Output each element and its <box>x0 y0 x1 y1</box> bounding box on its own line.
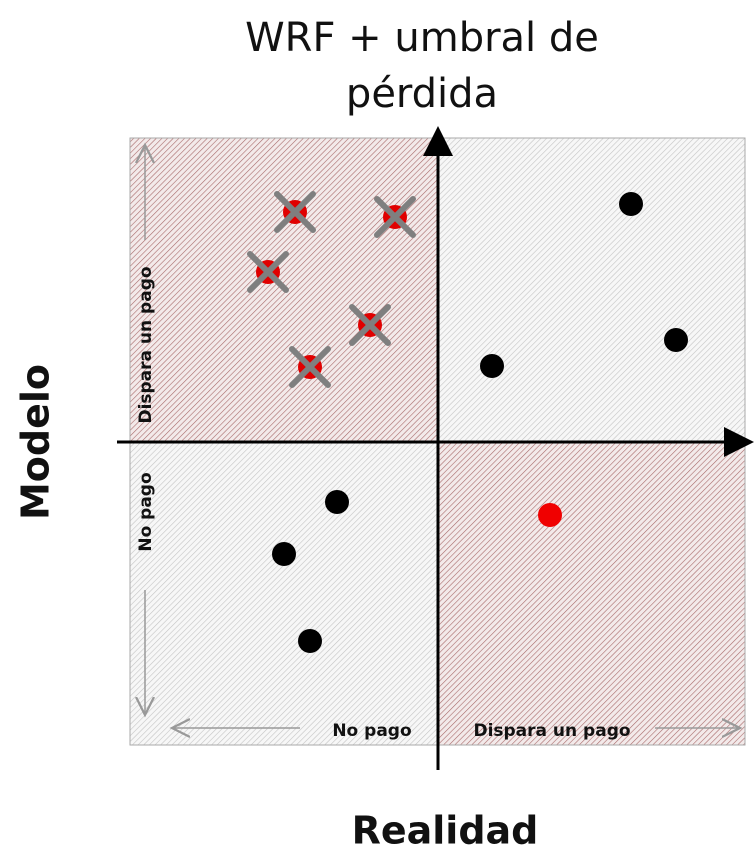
cross <box>374 196 416 238</box>
cross <box>274 191 316 233</box>
quadrant <box>438 442 745 745</box>
quadrant <box>438 138 745 442</box>
quadrant <box>130 442 438 745</box>
cross <box>247 251 289 293</box>
cross <box>289 346 331 388</box>
black-point <box>325 490 349 514</box>
y-bottom-label: No pago <box>136 472 156 551</box>
points <box>247 191 688 653</box>
x-left-label: No pago <box>332 721 411 741</box>
y-top-label: Dispara un pago <box>136 266 156 423</box>
cross <box>349 304 391 346</box>
y-axis-label: Modelo <box>14 364 58 520</box>
title: WRF + umbral de <box>245 15 599 61</box>
x-axis-label: Realidad <box>352 809 539 853</box>
black-point <box>272 542 296 566</box>
black-point <box>664 328 688 352</box>
x-right-label: Dispara un pago <box>473 721 630 741</box>
black-point <box>298 629 322 653</box>
black-point <box>619 192 643 216</box>
black-point <box>480 354 504 378</box>
title: pérdida <box>346 71 498 117</box>
red-point <box>538 503 562 527</box>
